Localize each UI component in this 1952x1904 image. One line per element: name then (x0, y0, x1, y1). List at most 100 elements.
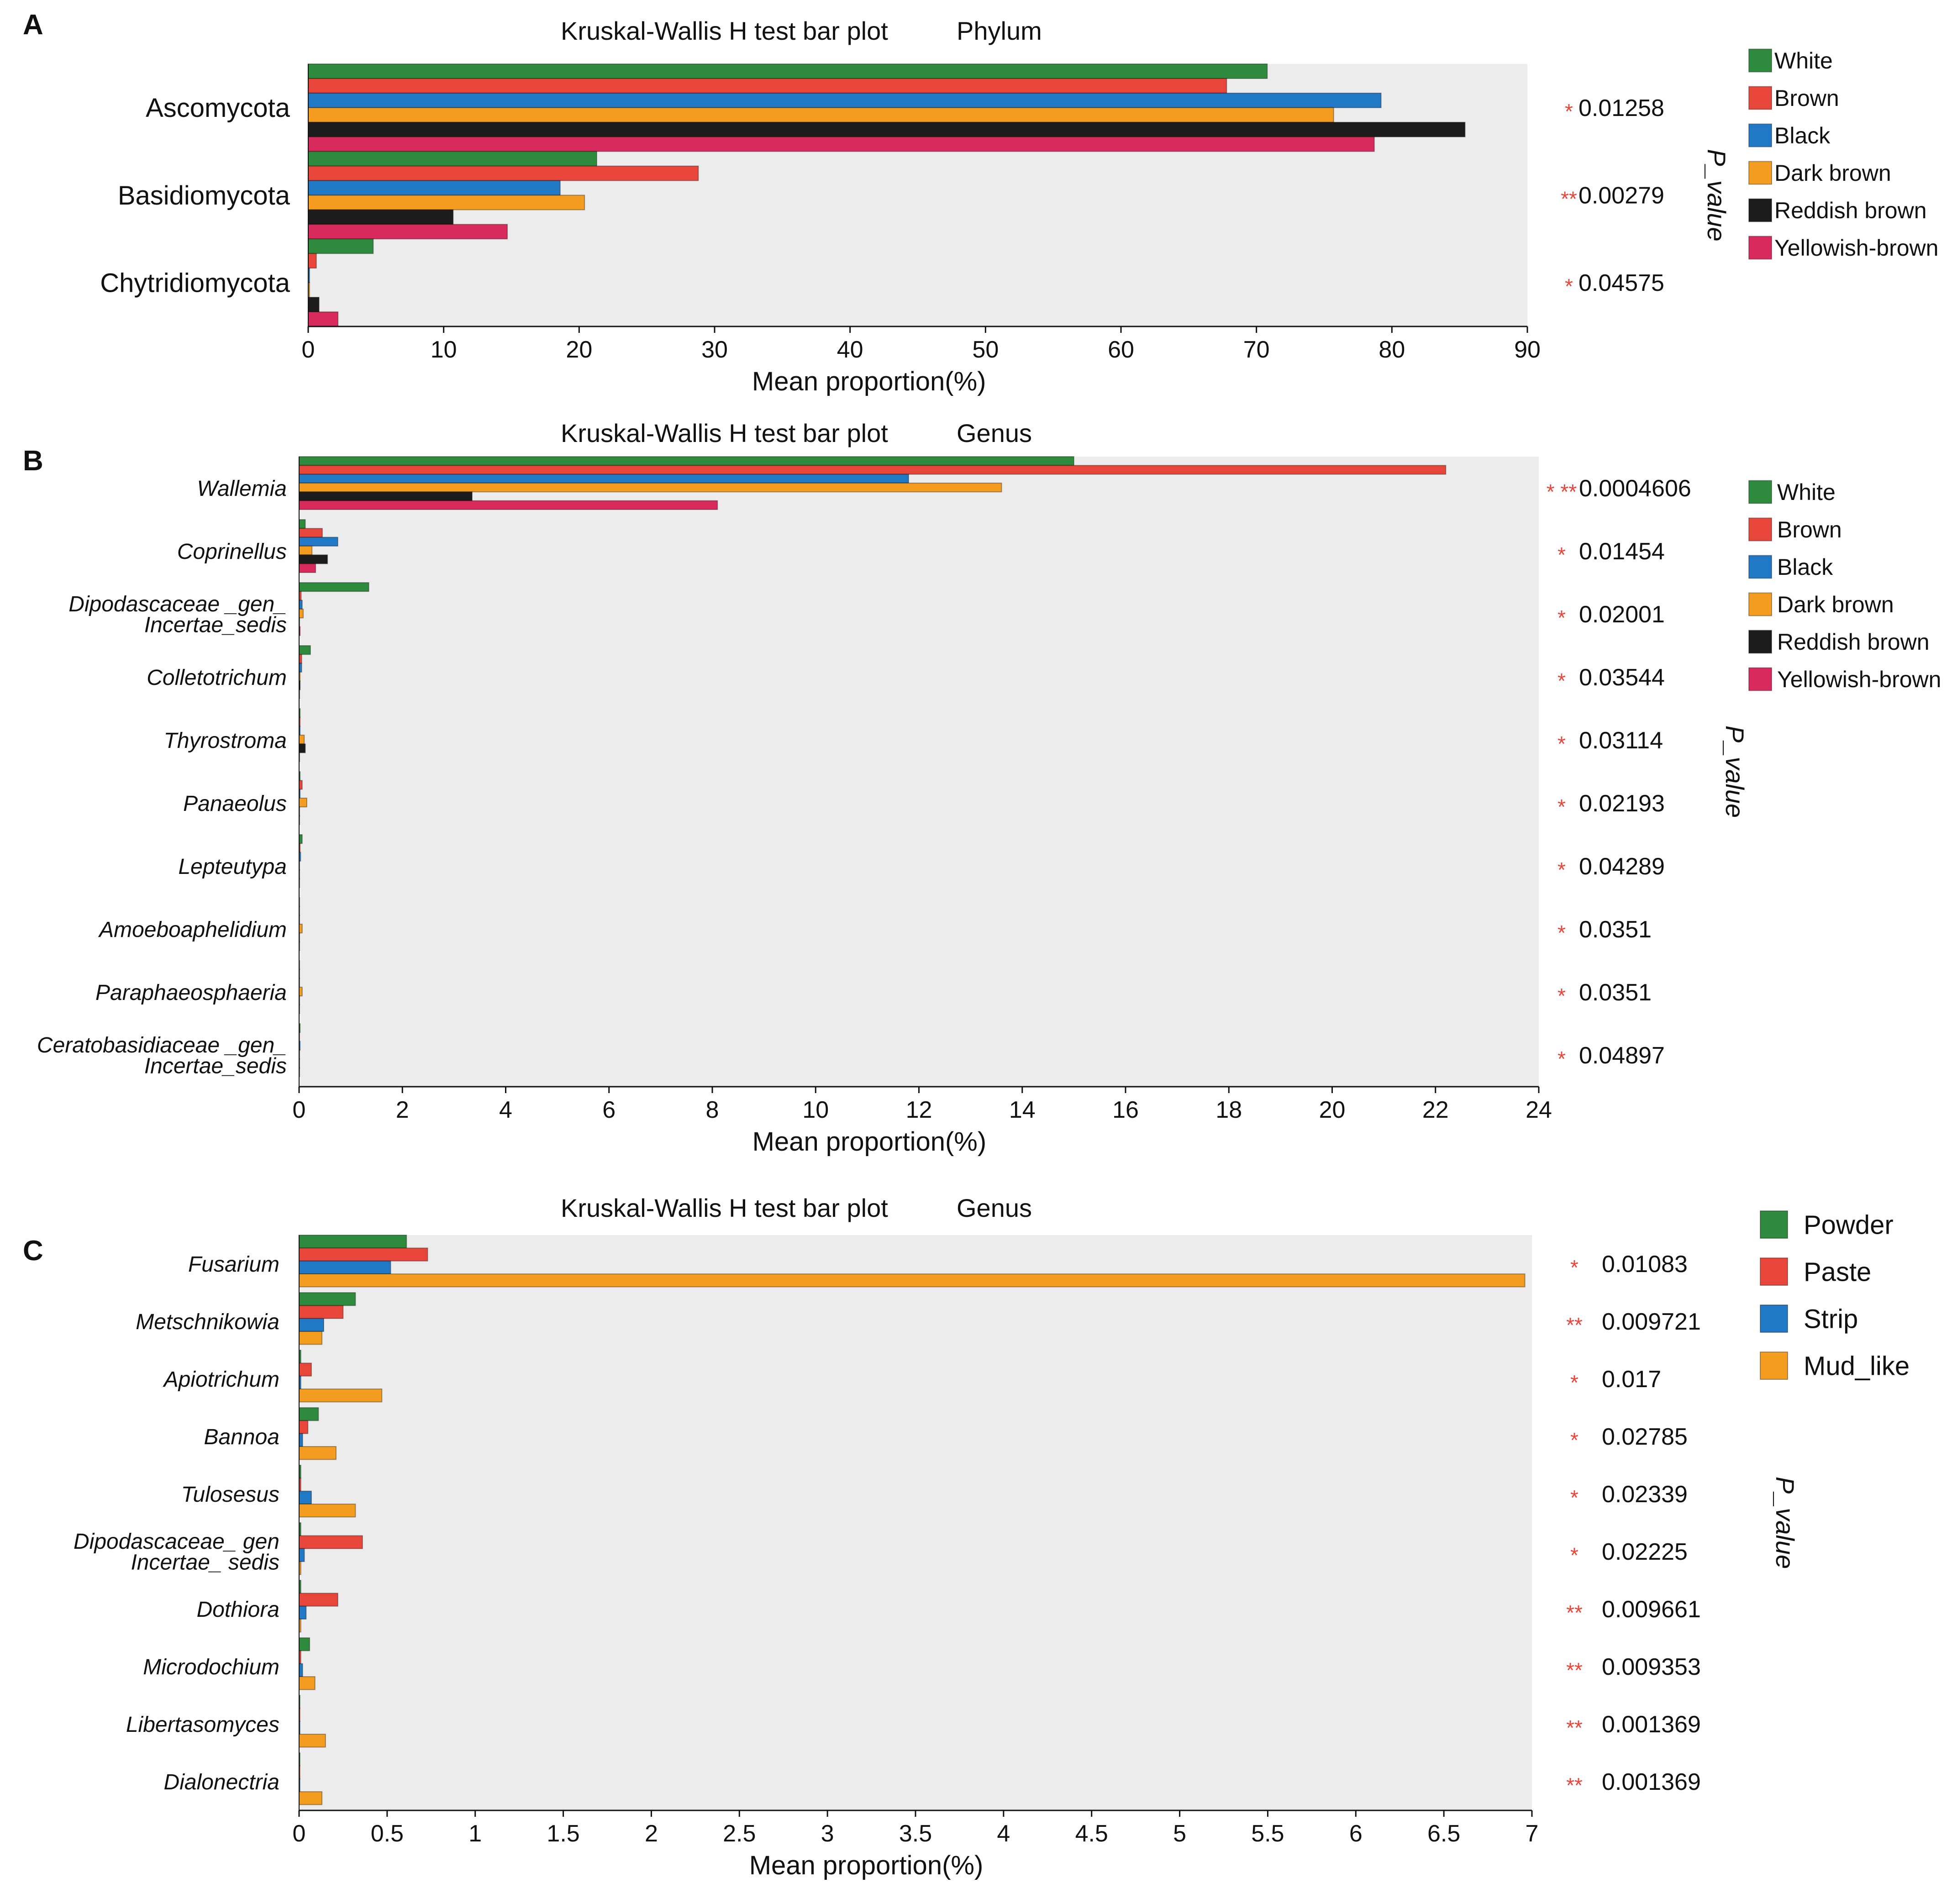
x-tick-label: 6 (1349, 1820, 1363, 1847)
bar-ascomycota-yellowish-brown (308, 136, 1375, 152)
category-label: Wallemia (197, 477, 287, 501)
bar-thyrostroma-reddish-brown (299, 743, 306, 753)
x-tick-label: 8 (706, 1097, 719, 1123)
chart-title: Kruskal-Wallis H test bar plot (561, 419, 888, 447)
significance-stars: ** (1566, 1716, 1583, 1740)
bar-bannoa-powder (299, 1407, 319, 1421)
bar-bannoa-paste (299, 1420, 309, 1434)
panel-a: A Kruskal-Wallis H test bar plot Phylum Asc… (23, 9, 1938, 396)
p-value-label: 0.03544 (1579, 664, 1665, 691)
p-value-label: 0.0351 (1579, 979, 1652, 1006)
category-label: Incertae_ sedis (131, 1551, 279, 1575)
significance-stars: * (1570, 1486, 1578, 1510)
category-label: Amoeboaphelidium (98, 918, 287, 942)
legend-swatch-yellowish-brown (1748, 236, 1772, 260)
x-tick-label: 90 (1514, 337, 1541, 363)
x-tick-label: 18 (1215, 1097, 1242, 1123)
bar-wallemia-yellowish-brown (299, 500, 718, 510)
significance-stars: ** (1561, 187, 1577, 211)
x-tick-label: 12 (906, 1097, 932, 1123)
bar-basidiomycota-dark-brown (308, 195, 585, 210)
bar-basidiomycota-black (308, 180, 561, 196)
bar-coprinellus-brown (299, 528, 323, 538)
significance-stars: * (1557, 795, 1566, 819)
significance-stars: * (1557, 1047, 1566, 1071)
plot-background (299, 1235, 1532, 1810)
bar-chytridiomycota-yellowish-brown (308, 311, 339, 327)
legend-swatch-yellowish-brown (1748, 667, 1772, 691)
p-value-label: 0.0351 (1579, 916, 1652, 943)
chart-subtitle: Genus (957, 1194, 1032, 1222)
x-tick-label: 3 (821, 1820, 834, 1847)
bar-wallemia-brown (299, 465, 1447, 475)
legend-label-powder: Powder (1804, 1210, 1894, 1240)
bar-ascomycota-dark-brown (308, 107, 1334, 123)
category-label: Colletotrichum (147, 666, 287, 690)
bar-coprinellus-dark-brown (299, 545, 313, 556)
significance-stars: * (1557, 669, 1566, 693)
p-value-label: 0.00279 (1578, 183, 1664, 209)
p-value-label: 0.01454 (1579, 538, 1665, 565)
bar-dipodascaceae-gen-strip (299, 1548, 305, 1562)
significance-stars: * (1557, 984, 1566, 1008)
x-tick-label: 1 (468, 1820, 482, 1847)
x-tick-label: 5.5 (1251, 1820, 1284, 1847)
bar-coprinellus-yellowish-brown (299, 563, 316, 573)
bar-panaeolus-brown (299, 780, 303, 790)
plot-background (299, 457, 1539, 1087)
x-tick-label: 7 (1526, 1820, 1539, 1847)
chart-subtitle: Phylum (957, 16, 1042, 45)
legend-swatch-black (1748, 123, 1772, 147)
bar-chytridiomycota-brown (308, 253, 317, 269)
panel-letter: A (23, 9, 43, 41)
legend-label-white: White (1777, 479, 1836, 505)
p-value-label: 0.04289 (1579, 853, 1665, 880)
p-value-label: 0.02193 (1579, 790, 1665, 817)
x-tick-label: 2 (396, 1097, 409, 1123)
p-value-label: 0.001369 (1602, 1769, 1701, 1795)
bar-bannoa-mud-like (299, 1446, 337, 1460)
x-tick-label: 6 (602, 1097, 616, 1123)
p-value-label: 0.02001 (1579, 601, 1665, 628)
category-label: Dothiora (197, 1598, 279, 1622)
significance-stars: ** (1566, 1773, 1583, 1797)
legend-swatch-white (1748, 48, 1772, 73)
bar-coprinellus-white (299, 519, 306, 529)
category-label: Thyrostroma (164, 729, 287, 753)
x-axis-label: Mean proportion(%) (749, 1851, 984, 1880)
chart-title: Kruskal-Wallis H test bar plot (561, 16, 888, 45)
bar-paraphaeosphaeria-dark-brown (299, 986, 303, 997)
legend-label-black: Black (1774, 123, 1831, 148)
significance-stars: ** (1566, 1601, 1583, 1625)
significance-stars: * (1557, 543, 1566, 567)
legend-label-paste: Paste (1804, 1257, 1871, 1287)
x-tick-label: 0 (302, 337, 315, 363)
category-label: Bannoa (204, 1425, 280, 1449)
x-tick-label: 20 (566, 337, 592, 363)
bar-tulosesus-strip (299, 1490, 312, 1505)
bar-libertasomyces-mud-like (299, 1734, 326, 1748)
bar-basidiomycota-yellowish-brown (308, 224, 508, 240)
category-label: Panaeolus (183, 792, 287, 816)
bar-basidiomycota-reddish-brown (308, 209, 454, 225)
legend-label-mud-like: Mud_like (1804, 1351, 1910, 1381)
legend-swatch-dark-brown (1748, 161, 1772, 185)
bar-bannoa-strip (299, 1433, 303, 1447)
p-value-label: 0.02339 (1602, 1481, 1688, 1508)
legend: White Brown Black Dark brown Reddish brown Ye… (1748, 48, 1938, 261)
bar-panaeolus-dark-brown (299, 797, 307, 808)
p-value-label: 0.009353 (1602, 1654, 1701, 1680)
bar-lepteutypa-white (299, 834, 303, 844)
x-tick-label: 2 (645, 1820, 658, 1847)
bar-basidiomycota-brown (308, 165, 699, 181)
category-label: Paraphaeosphaeria (95, 981, 287, 1005)
category-label: Libertasomyces (126, 1713, 279, 1737)
bar-fusarium-strip (299, 1260, 391, 1275)
panel-b: B Kruskal-Wallis H test bar plot Genus Wall… (23, 419, 1941, 1157)
significance-stars: * (1557, 921, 1566, 945)
p-value-label: 0.04575 (1578, 270, 1664, 296)
category-label: Apiotrichum (163, 1368, 279, 1392)
p-value-label: 0.01258 (1578, 95, 1664, 121)
bar-dothiora-paste (299, 1593, 338, 1607)
legend-swatch-dark-brown (1748, 592, 1772, 616)
